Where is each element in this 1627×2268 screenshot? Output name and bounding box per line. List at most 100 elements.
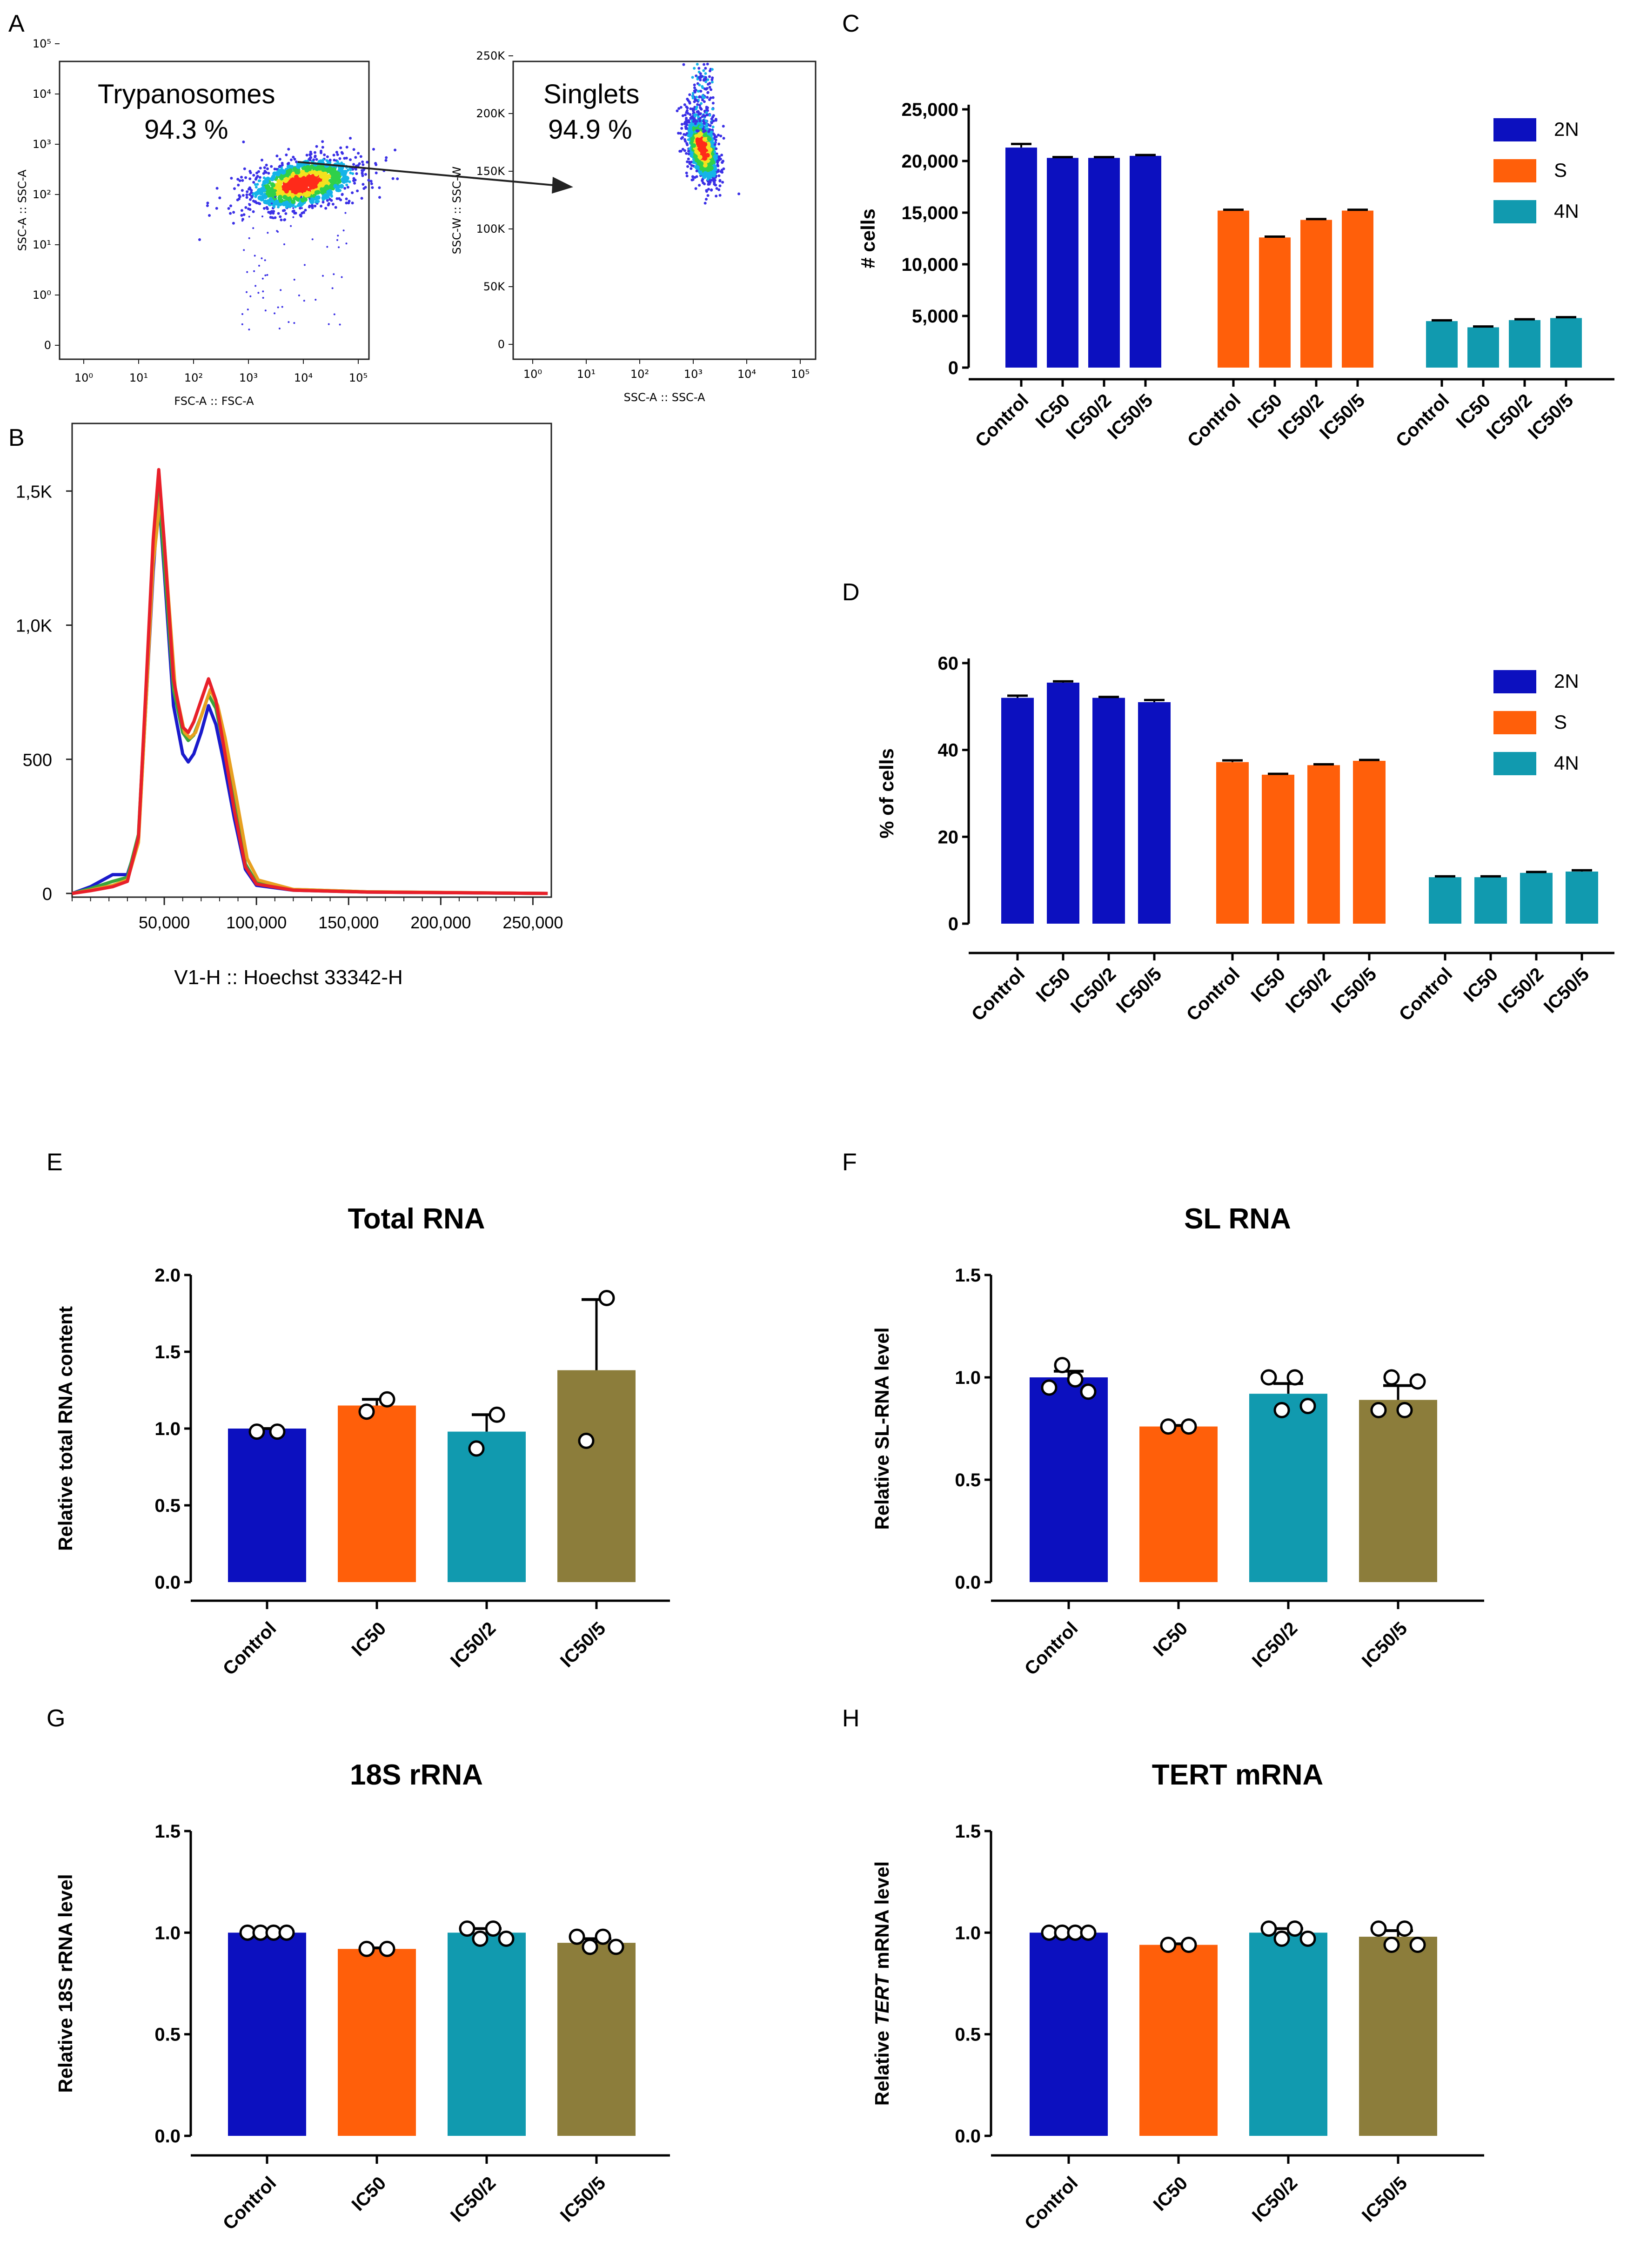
event-dot (282, 195, 288, 200)
event-dot (697, 129, 700, 133)
event-dot (238, 195, 241, 198)
event-dot (290, 225, 292, 227)
event-dot (337, 168, 342, 173)
event-dot (706, 178, 710, 181)
event-dot (315, 166, 320, 171)
event-dot (321, 158, 325, 161)
event-dot (694, 122, 697, 125)
x-tick-label: IC50/5 (556, 2173, 609, 2226)
event-dot (246, 271, 248, 273)
event-dot (691, 178, 695, 181)
event-dot (340, 161, 343, 165)
event-dot (319, 174, 324, 179)
event-dot (698, 95, 701, 99)
event-dot (312, 184, 317, 189)
event-dot (717, 188, 721, 191)
event-dot (259, 167, 262, 170)
event-dot (348, 200, 351, 203)
event-dot (698, 119, 702, 122)
event-dot (684, 121, 687, 124)
event-dot (320, 205, 323, 208)
y-tick-label: 0.0 (955, 1572, 981, 1593)
event-dot (691, 175, 694, 178)
x-tick-label: 10² (184, 371, 203, 384)
chart-title: TERT mRNA (1152, 1759, 1324, 1791)
event-dot (240, 214, 243, 217)
event-dot (679, 132, 682, 135)
bar-2N (1130, 155, 1161, 368)
bar-4N (1520, 872, 1553, 924)
x-tick-label: IC50 (1150, 2173, 1192, 2215)
event-dot (697, 154, 703, 160)
event-dot (346, 168, 349, 172)
event-dot (344, 212, 347, 214)
event-dot (273, 205, 276, 208)
event-dot (345, 146, 348, 149)
gate-percent-singlets: 94.9 % (548, 114, 632, 145)
event-dot (283, 243, 285, 245)
event-dot (323, 153, 326, 156)
event-dot (308, 156, 312, 160)
event-dot (241, 194, 245, 197)
event-dot (248, 215, 250, 218)
event-dot (339, 184, 344, 189)
event-dot (683, 114, 687, 116)
event-dot (258, 176, 261, 179)
event-dot (299, 214, 302, 217)
event-dot (694, 158, 699, 162)
event-dot (695, 139, 700, 144)
event-dot (279, 175, 284, 181)
event-dot (298, 294, 300, 296)
bar-ic50 (1139, 1426, 1218, 1582)
bar-control (1030, 1377, 1108, 1582)
event-dot (261, 257, 263, 260)
event-dot (330, 194, 333, 197)
event-dot (266, 167, 269, 170)
bar-2N (1047, 158, 1078, 368)
bar-ic50-5 (1359, 1400, 1437, 1582)
event-dot (339, 323, 341, 326)
event-dot (711, 125, 715, 128)
y-tick-label: 1.5 (154, 1342, 181, 1362)
y-tick-label: 0.0 (955, 2126, 981, 2147)
event-dot (314, 195, 319, 201)
event-dot (710, 130, 713, 134)
event-dot (693, 176, 696, 179)
event-dot (693, 100, 696, 103)
event-dot (264, 259, 266, 262)
event-dot (254, 195, 257, 198)
event-dot (263, 195, 268, 200)
gate-arrow (297, 161, 573, 194)
event-dot (696, 103, 699, 106)
event-dot (708, 86, 711, 89)
event-dot (295, 170, 301, 174)
bar-ic50 (1139, 1945, 1218, 2136)
event-dot (332, 154, 335, 157)
event-dot (352, 179, 355, 182)
event-dot (334, 206, 337, 209)
x-tick-label: Control (1395, 964, 1457, 1025)
event-dot (348, 180, 351, 183)
event-dot (268, 211, 272, 214)
event-dot (349, 168, 352, 171)
event-dot (293, 322, 295, 324)
y-tick-label: 0 (948, 914, 958, 934)
event-dot (276, 179, 281, 184)
event-dot (303, 300, 305, 302)
event-dot (241, 220, 243, 222)
event-dot (329, 185, 334, 190)
event-dot (301, 207, 303, 209)
event-dot (349, 171, 352, 174)
event-dot (370, 182, 373, 185)
event-dot (708, 182, 711, 186)
histogram-lines (71, 468, 548, 895)
event-dot (315, 145, 318, 148)
replicate-point (1383, 1369, 1400, 1386)
axis-ticks-b: 50,000 100,000 150,000 200,000 250,000 0 500 1,… (16, 482, 563, 932)
event-dot (236, 178, 240, 181)
y-axis-label-a1: SSC-A :: SSC-A (16, 169, 29, 251)
y-tick-label: 150K (476, 165, 505, 178)
event-dot (683, 138, 686, 141)
event-dot (254, 186, 258, 189)
event-dot (338, 197, 341, 200)
